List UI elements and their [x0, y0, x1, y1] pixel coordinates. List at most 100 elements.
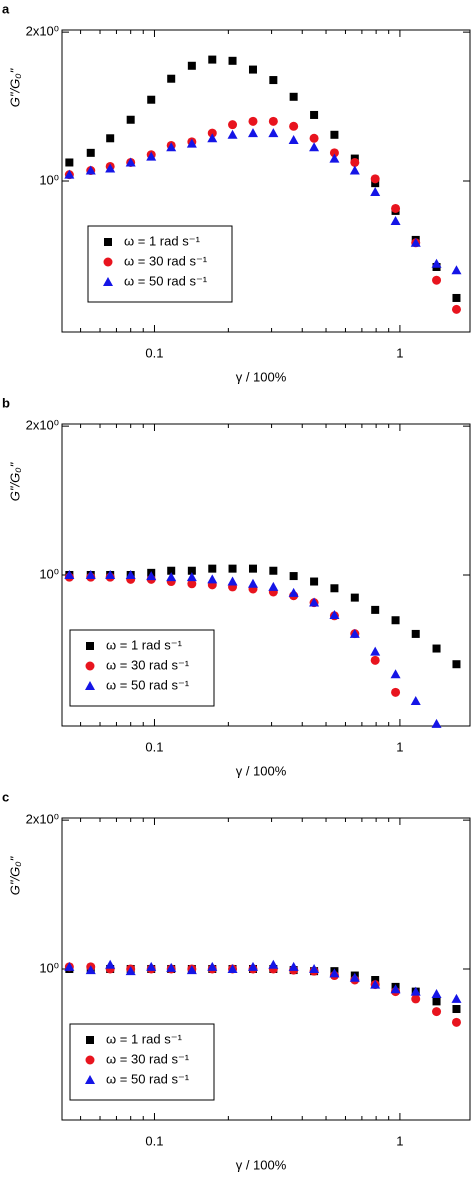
panel-label: a — [2, 1, 10, 16]
triangle-marker — [207, 574, 218, 584]
legend-label: ω = 30 rad s⁻¹ — [106, 1051, 190, 1066]
x-tick-label: 1 — [396, 739, 403, 754]
triangle-marker — [105, 163, 116, 173]
triangle-marker — [390, 984, 401, 994]
square-marker — [106, 134, 115, 143]
triangle-marker — [227, 576, 238, 586]
legend-label: ω = 50 rad s⁻¹ — [106, 677, 190, 692]
triangle-marker — [125, 569, 136, 579]
circle-marker — [85, 1055, 95, 1065]
triangle-marker — [370, 979, 381, 989]
triangle-marker — [390, 669, 401, 679]
y-tick-label: 2x10⁰ — [26, 812, 59, 827]
triangle-marker — [431, 258, 442, 268]
square-marker — [65, 158, 74, 167]
square-marker — [167, 566, 176, 575]
triangle-marker — [247, 961, 258, 971]
x-tick-label: 0.1 — [145, 739, 163, 754]
square-marker — [104, 238, 112, 246]
triangle-marker — [186, 965, 197, 975]
square-marker — [86, 642, 94, 650]
x-tick-label: 0.1 — [145, 345, 163, 360]
triangle-marker — [125, 966, 136, 976]
triangle-marker — [309, 142, 320, 152]
square-marker — [248, 65, 257, 74]
triangle-marker — [268, 581, 279, 591]
circle-marker — [350, 157, 360, 167]
triangle-marker — [146, 151, 157, 161]
square-marker — [187, 61, 196, 70]
triangle-marker — [451, 993, 462, 1003]
x-tick-label: 0.1 — [145, 1133, 163, 1148]
square-marker — [371, 605, 380, 614]
square-marker — [432, 997, 441, 1006]
y-axis-label: G"/G₀" — [7, 855, 22, 895]
panel-label: c — [2, 789, 9, 804]
square-marker — [167, 74, 176, 83]
triangle-marker — [309, 597, 320, 607]
triangle-marker — [247, 578, 258, 588]
triangle-marker — [227, 129, 238, 139]
triangle-marker — [166, 142, 177, 152]
triangle-marker — [329, 610, 340, 620]
triangle-marker — [85, 681, 95, 690]
triangle-marker — [186, 138, 197, 148]
legend-label: ω = 30 rad s⁻¹ — [106, 657, 190, 672]
y-tick-label: 2x10⁰ — [26, 24, 59, 39]
triangle-marker — [166, 962, 177, 972]
square-marker — [452, 293, 461, 302]
x-axis-label: γ / 100% — [236, 763, 287, 778]
triangle-marker — [410, 696, 421, 706]
square-marker — [208, 564, 217, 573]
circle-marker — [289, 121, 299, 131]
triangle-marker — [349, 972, 360, 982]
circle-marker — [248, 116, 258, 126]
circle-marker — [268, 116, 278, 126]
x-axis-label: γ / 100% — [236, 369, 287, 384]
square-marker — [208, 55, 217, 64]
triangle-marker — [85, 165, 96, 175]
triangle-marker — [85, 1075, 95, 1084]
x-axis-label: γ / 100% — [236, 1157, 287, 1172]
circle-marker — [411, 994, 421, 1004]
circle-marker — [391, 687, 401, 697]
triangle-marker — [370, 187, 381, 197]
triangle-marker — [207, 961, 218, 971]
triangle-marker — [349, 165, 360, 175]
square-marker — [248, 564, 257, 573]
triangle-marker — [451, 265, 462, 275]
triangle-marker — [431, 718, 442, 728]
triangle-marker — [268, 959, 279, 969]
y-tick-label: 10⁰ — [39, 172, 59, 187]
legend-label: ω = 1 rad s⁻¹ — [124, 233, 201, 248]
square-marker — [452, 660, 461, 669]
triangle-marker — [146, 571, 157, 581]
triangle-marker — [166, 572, 177, 582]
triangle-marker — [329, 153, 340, 163]
y-axis-label: G"/G₀" — [7, 461, 22, 501]
triangle-marker — [146, 961, 157, 971]
triangle-marker — [288, 135, 299, 145]
triangle-marker — [85, 965, 96, 975]
triangle-marker — [329, 968, 340, 978]
y-tick-label: 2x10⁰ — [26, 418, 59, 433]
triangle-marker — [125, 157, 136, 167]
square-marker — [411, 629, 420, 638]
circle-marker — [187, 579, 197, 589]
circle-marker — [451, 304, 461, 314]
legend-label: ω = 1 rad s⁻¹ — [106, 1031, 183, 1046]
triangle-marker — [105, 959, 116, 969]
circle-marker — [228, 120, 238, 130]
triangle-marker — [64, 169, 75, 179]
circle-marker — [329, 148, 339, 158]
square-marker — [147, 95, 156, 104]
triangle-marker — [309, 963, 320, 973]
triangle-marker — [85, 569, 96, 579]
square-marker — [228, 564, 237, 573]
square-marker — [391, 616, 400, 625]
triangle-marker — [370, 646, 381, 656]
triangle-marker — [103, 277, 113, 286]
circle-marker — [370, 174, 380, 184]
triangle-marker — [268, 128, 279, 138]
